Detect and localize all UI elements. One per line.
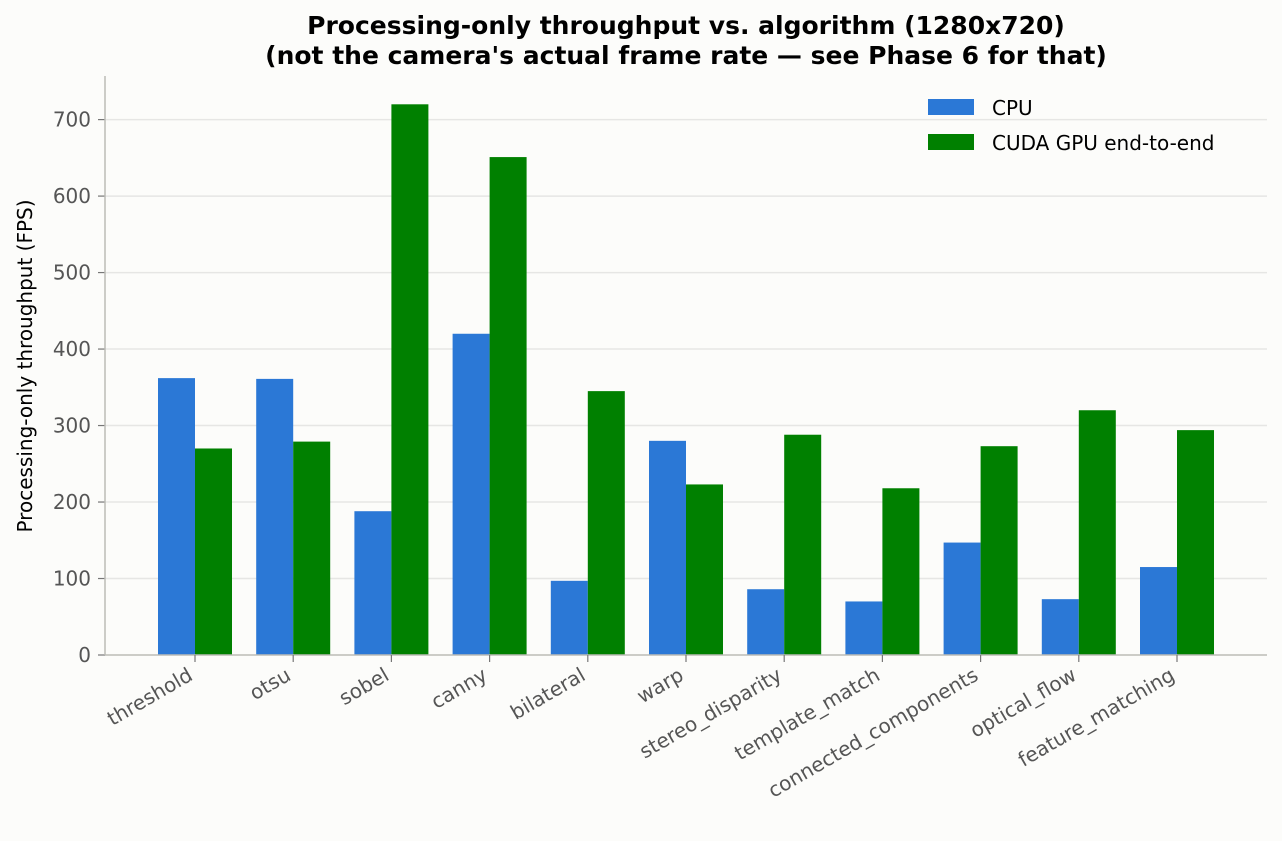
bar-cpu-stereo-disparity: [747, 589, 785, 655]
bar-gpu-warp: [686, 484, 723, 655]
bar-cpu-feature-matching: [1140, 567, 1177, 655]
bar-gpu-connected-components: [980, 446, 1018, 655]
legend-swatch-gpu: [928, 134, 974, 150]
y-tick-label: 600: [53, 184, 91, 208]
bar-gpu-stereo-disparity: [784, 434, 822, 655]
legend-swatch-cpu: [928, 99, 974, 115]
bar-gpu-threshold: [195, 448, 232, 655]
bar-cpu-sobel: [354, 511, 392, 655]
chart-title: Processing-only throughput vs. algorithm…: [307, 11, 1065, 40]
x-tick-label: otsu: [245, 663, 294, 705]
bar-gpu-otsu: [293, 441, 331, 655]
bar-gpu-feature-matching: [1177, 430, 1214, 655]
y-tick-label: 700: [53, 108, 91, 132]
y-tick-label: 100: [53, 567, 91, 591]
bar-gpu-template-match: [882, 488, 920, 655]
y-tick-label: 500: [53, 261, 91, 285]
x-tick-label: bilateral: [506, 663, 589, 725]
legend-label-gpu: CUDA GPU end-to-end: [992, 131, 1214, 155]
y-tick-label: 0: [78, 643, 91, 667]
bar-gpu-bilateral: [587, 391, 625, 655]
bar-cpu-warp: [649, 440, 686, 655]
bar-cpu-bilateral: [550, 580, 588, 655]
y-tick-label: 300: [53, 414, 91, 438]
bar-cpu-otsu: [256, 378, 294, 655]
x-tick-label: warp: [633, 663, 688, 709]
legend: CPU CUDA GPU end-to-end: [928, 96, 1214, 155]
bar-cpu-connected-components: [943, 542, 981, 655]
bar-cpu-template-match: [845, 601, 883, 655]
bar-gpu-sobel: [391, 104, 429, 655]
bar-gpu-optical-flow: [1078, 410, 1116, 655]
chart-subtitle: (not the camera's actual frame rate — se…: [265, 41, 1107, 70]
legend-label-cpu: CPU: [992, 96, 1033, 120]
x-tick-label: sobel: [335, 663, 393, 710]
bar-cpu-canny: [452, 333, 490, 655]
bar-gpu-canny: [489, 157, 527, 655]
x-tick-label: canny: [427, 662, 491, 713]
x-tick-label: threshold: [103, 663, 197, 731]
y-tick-label: 400: [53, 337, 91, 361]
y-tick-label: 200: [53, 490, 91, 514]
bar-cpu-threshold: [158, 378, 195, 655]
bar-cpu-optical-flow: [1041, 599, 1079, 655]
y-axis-label: Processing-only throughput (FPS): [13, 199, 37, 532]
